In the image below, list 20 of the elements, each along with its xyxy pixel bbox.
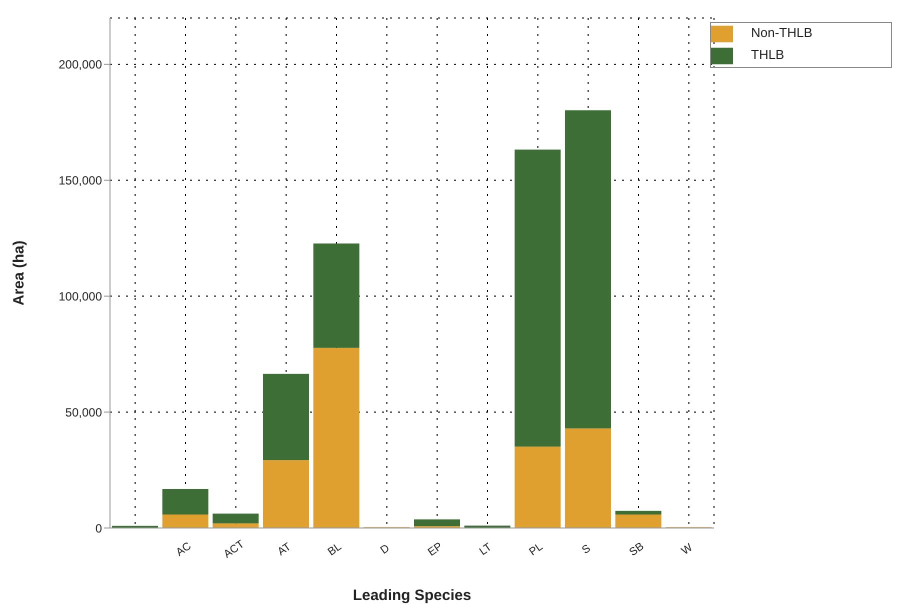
legend-label: THLB (751, 47, 784, 62)
x-tick-label: ACT (222, 538, 247, 561)
x-tick-label: SB (627, 540, 646, 559)
y-tick-label: 200,000 (58, 58, 102, 72)
x-tick-label: LT (477, 541, 494, 558)
x-tick-label: EP (426, 540, 445, 559)
x-tick-label: PL (527, 540, 546, 558)
y-tick-label: 100,000 (58, 289, 102, 304)
y-tick-label: 150,000 (58, 174, 102, 188)
y-axis-title: Area (ha) (10, 240, 28, 306)
x-tick-label: D (378, 542, 392, 557)
x-tick-label: AC (174, 540, 194, 559)
x-tick-label: BL (326, 540, 344, 558)
x-tick-label: W (679, 541, 696, 558)
y-tick-label: 50,000 (65, 405, 102, 420)
x-tick-label: S (580, 542, 593, 557)
x-axis-title: Leading Species (352, 587, 472, 604)
x-tick-label: AT (276, 540, 294, 558)
legend-label: Non-THLB (751, 25, 812, 40)
y-tick-label: 0 (95, 521, 102, 536)
